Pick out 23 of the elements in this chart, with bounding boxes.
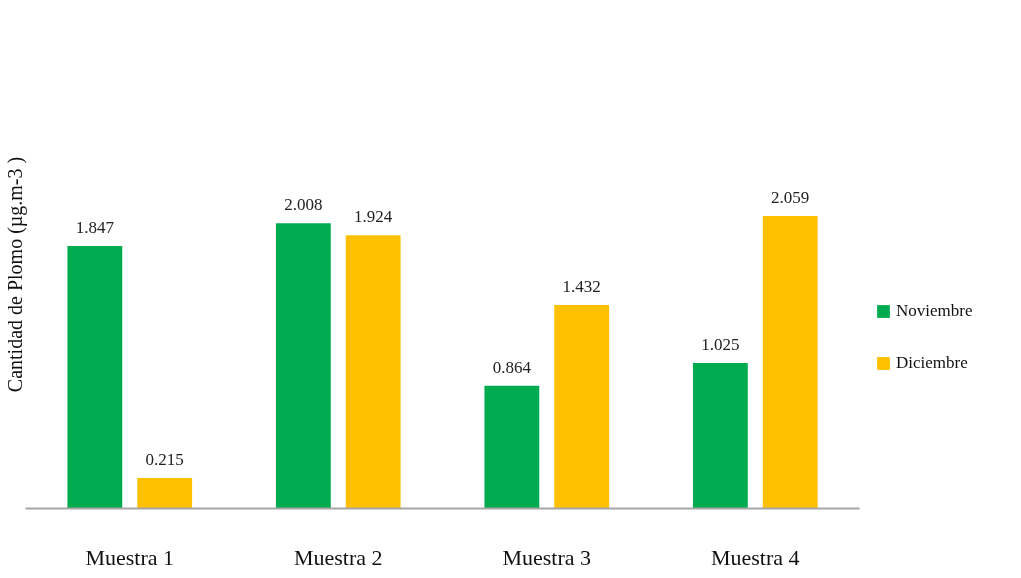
legend-label: Noviembre bbox=[896, 301, 973, 321]
data-label: 2.008 bbox=[284, 195, 323, 215]
x-tick-label: Muestra 4 bbox=[710, 544, 800, 570]
legend-label: Diciembre bbox=[896, 353, 968, 373]
bar bbox=[275, 223, 331, 509]
data-label: 1.432 bbox=[562, 277, 601, 297]
y-axis-title: Cantidad de Plomo (µg.m-3 ) bbox=[3, 156, 27, 393]
x-tick-label: Muestra 2 bbox=[293, 544, 383, 570]
data-label: 0.864 bbox=[492, 357, 532, 377]
bar bbox=[692, 362, 748, 509]
bar bbox=[345, 235, 401, 509]
bar bbox=[67, 246, 123, 509]
bar bbox=[137, 477, 193, 509]
data-label: 1.847 bbox=[75, 218, 115, 238]
data-label: 1.924 bbox=[354, 207, 393, 227]
bar bbox=[484, 385, 540, 509]
data-label: 1.025 bbox=[701, 334, 740, 354]
x-tick-label: Muestra 3 bbox=[502, 544, 592, 570]
data-label: 0.215 bbox=[145, 449, 184, 469]
x-tick-label: Muestra 1 bbox=[85, 544, 175, 570]
data-label: 2.059 bbox=[771, 188, 810, 207]
bar bbox=[554, 305, 610, 509]
bar bbox=[762, 216, 818, 509]
